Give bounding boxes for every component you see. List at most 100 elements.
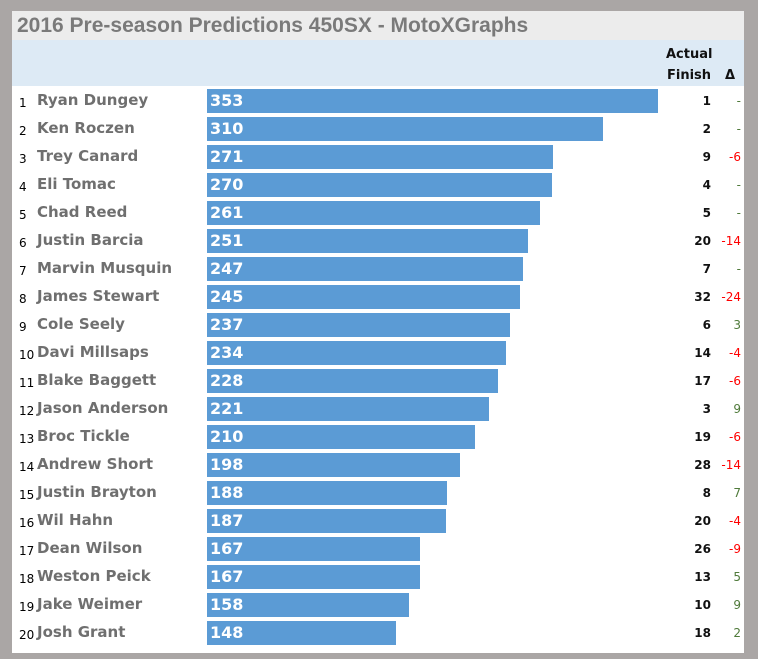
rider-name: Cole Seely	[37, 315, 125, 333]
rider-name: Wil Hahn	[37, 511, 114, 529]
delta-value: -14	[721, 234, 741, 248]
table-row: 20 Josh Grant 148 18 2	[12, 619, 744, 647]
table-row: 9 Cole Seely 237 6 3	[12, 311, 744, 339]
rank-label: 13	[19, 432, 35, 446]
bar-value-label: 247	[210, 259, 244, 278]
table-row: 19 Jake Weimer 158 10 9	[12, 591, 744, 619]
bar-value-label: 310	[210, 119, 244, 138]
actual-finish: 20	[694, 234, 711, 248]
bar-value-label: 270	[210, 175, 244, 194]
table-row: 15 Justin Brayton 188 8 7	[12, 479, 744, 507]
bar-value-label: 234	[210, 343, 244, 362]
delta-value: -	[736, 94, 741, 108]
actual-header-line2: Finish	[667, 68, 712, 83]
rank-label: 6	[19, 236, 27, 250]
bar: 148	[207, 621, 397, 645]
table-row: 14 Andrew Short 198 28 -14	[12, 451, 744, 479]
table-row: 6 Justin Barcia 251 20 -14	[12, 227, 744, 255]
rank-label: 8	[19, 292, 27, 306]
rank-label: 16	[19, 516, 35, 530]
actual-finish: 2	[702, 122, 711, 136]
table-row: 12 Jason Anderson 221 3 9	[12, 395, 744, 423]
bar: 353	[207, 89, 658, 113]
table-row: 1 Ryan Dungey 353 1 -	[12, 87, 744, 115]
actual-finish: 18	[694, 626, 711, 640]
bar-value-label: 188	[210, 483, 244, 502]
delta-value: 9	[733, 598, 741, 612]
rider-name: Justin Brayton	[37, 483, 157, 501]
rank-label: 1	[19, 96, 27, 110]
table-row: 11 Blake Baggett 228 17 -6	[12, 367, 744, 395]
chart-panel: 2016 Pre-season Predictions 450SX - Moto…	[12, 11, 744, 653]
delta-value: 2	[733, 626, 741, 640]
actual-finish: 9	[702, 150, 711, 164]
table-row: 13 Broc Tickle 210 19 -6	[12, 423, 744, 451]
rank-label: 15	[19, 488, 35, 502]
bar: 221	[207, 397, 490, 421]
rider-name: Chad Reed	[37, 203, 128, 221]
rank-label: 14	[19, 460, 35, 474]
bar: 270	[207, 173, 552, 197]
rider-name: Trey Canard	[37, 147, 139, 165]
table-row: 2 Ken Roczen 310 2 -	[12, 115, 744, 143]
actual-finish: 17	[694, 374, 711, 388]
table-row: 5 Chad Reed 261 5 -	[12, 199, 744, 227]
rider-name: Davi Millsaps	[37, 343, 149, 361]
actual-finish: 4	[702, 178, 711, 192]
bar: 251	[207, 229, 528, 253]
rider-name: James Stewart	[37, 287, 160, 305]
bar-value-label: 245	[210, 287, 244, 306]
delta-value: -14	[721, 458, 741, 472]
rider-name: Weston Peick	[37, 567, 151, 585]
actual-finish: 5	[702, 206, 711, 220]
actual-finish: 32	[694, 290, 711, 304]
chart-title: 2016 Pre-season Predictions 450SX - Moto…	[12, 11, 744, 40]
delta-value: -	[736, 178, 741, 192]
rider-name: Ryan Dungey	[37, 91, 149, 109]
table-row: 10 Davi Millsaps 234 14 -4	[12, 339, 744, 367]
bar: 198	[207, 453, 460, 477]
rider-name: Blake Baggett	[37, 371, 157, 389]
delta-value: 7	[733, 486, 741, 500]
table-row: 4 Eli Tomac 270 4 -	[12, 171, 744, 199]
bar-value-label: 271	[210, 147, 244, 166]
rank-label: 9	[19, 320, 27, 334]
table-row: 3 Trey Canard 271 9 -6	[12, 143, 744, 171]
bar: 247	[207, 257, 523, 281]
rank-label: 18	[19, 572, 35, 586]
table-row: 8 James Stewart 245 32 -24	[12, 283, 744, 311]
bar-value-label: 353	[210, 91, 244, 110]
bar: 187	[207, 509, 446, 533]
actual-finish: 8	[702, 486, 711, 500]
rank-label: 10	[19, 348, 35, 362]
actual-finish: 6	[702, 318, 711, 332]
actual-finish: 20	[694, 514, 711, 528]
table-row: 16 Wil Hahn 187 20 -4	[12, 507, 744, 535]
actual-finish: 3	[702, 402, 711, 416]
delta-value: -6	[729, 374, 741, 388]
actual-finish: 26	[694, 542, 711, 556]
bar-value-label: 221	[210, 399, 244, 418]
rank-label: 11	[19, 376, 35, 390]
rider-name: Jake Weimer	[37, 595, 143, 613]
delta-value: -6	[729, 430, 741, 444]
bar-value-label: 198	[210, 455, 244, 474]
bar: 261	[207, 201, 541, 225]
bar-value-label: 167	[210, 539, 244, 558]
bar-value-label: 210	[210, 427, 244, 446]
bar-value-label: 187	[210, 511, 244, 530]
rank-label: 5	[19, 208, 27, 222]
rider-name: Dean Wilson	[37, 539, 143, 557]
rank-label: 3	[19, 152, 27, 166]
rank-label: 4	[19, 180, 27, 194]
bar-value-label: 261	[210, 203, 244, 222]
bar: 245	[207, 285, 521, 309]
rank-label: 7	[19, 264, 27, 278]
bar: 167	[207, 565, 421, 589]
delta-value: -	[736, 122, 741, 136]
rider-name: Eli Tomac	[37, 175, 116, 193]
delta-value: -4	[729, 514, 741, 528]
bar-value-label: 237	[210, 315, 244, 334]
bar-value-label: 228	[210, 371, 244, 390]
delta-value: -6	[729, 150, 741, 164]
